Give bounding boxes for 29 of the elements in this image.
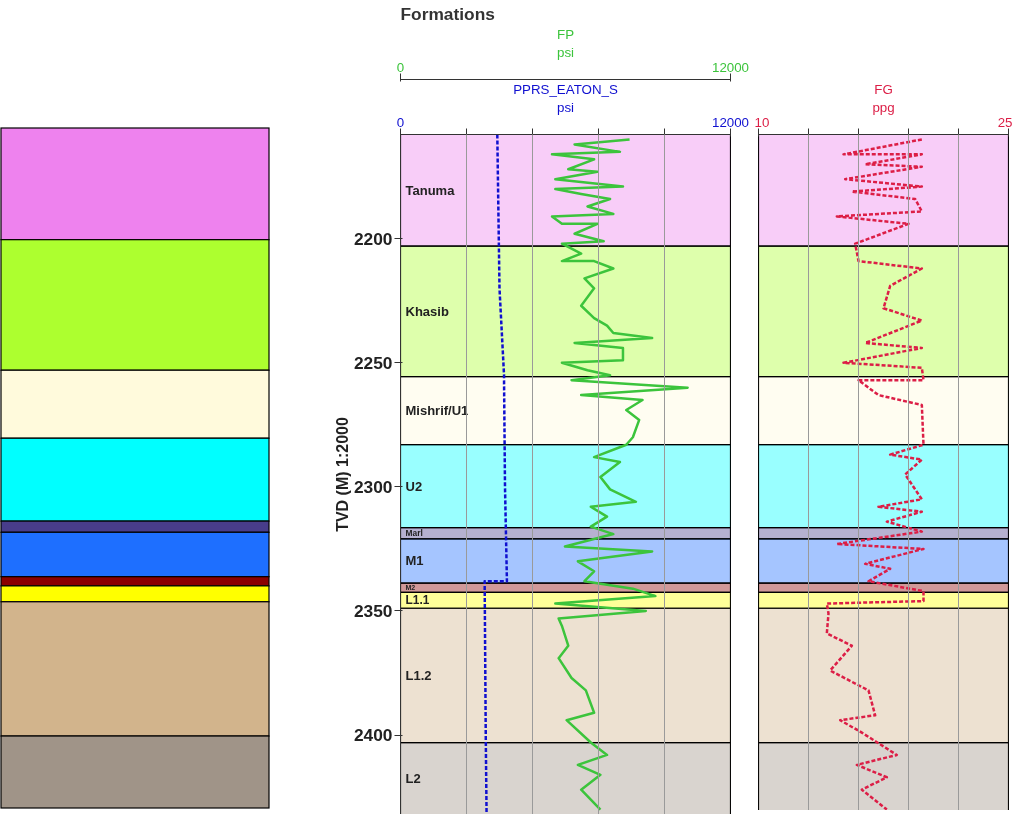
x2-tick-label: 0 (396, 59, 405, 75)
y-tick-label: 2250 (353, 352, 393, 373)
x2-tick-label: 12000 (711, 59, 750, 75)
line-series (483, 134, 509, 814)
band-label: L2 (405, 771, 421, 787)
x-tick-label: 0 (396, 114, 405, 130)
x2-axis-title: psi (556, 44, 575, 60)
text: PPRS_EATON_S (513, 81, 618, 97)
band-label: Marl (405, 528, 423, 539)
band-label: L1.2 (405, 667, 432, 683)
text: FG (874, 81, 893, 97)
x-tick-label: 12000 (711, 114, 750, 130)
x-axis-title: psi (556, 99, 575, 115)
chart-title: Formations (400, 3, 495, 24)
x-axis-title: ppg (872, 99, 895, 115)
x-tick-label: 25 (997, 114, 1013, 130)
band-label: U2 (405, 478, 423, 494)
band-label: L1.1 (405, 593, 430, 608)
y-axis-title: TVD (M) 1:2000 (333, 417, 351, 532)
band-label: Tanuma (405, 182, 456, 198)
y-tick-label: 2200 (353, 228, 393, 249)
y-tick-label: 2350 (353, 601, 393, 621)
text: FP (556, 26, 575, 42)
band-label: Khasib (405, 303, 449, 319)
band-label: Mishrif/U1 (405, 403, 469, 419)
band-label: M1 (405, 553, 424, 569)
y-tick-label: 2300 (353, 476, 393, 497)
x-tick-label: 10 (754, 114, 770, 130)
y-tick-label: 2400 (353, 725, 393, 746)
